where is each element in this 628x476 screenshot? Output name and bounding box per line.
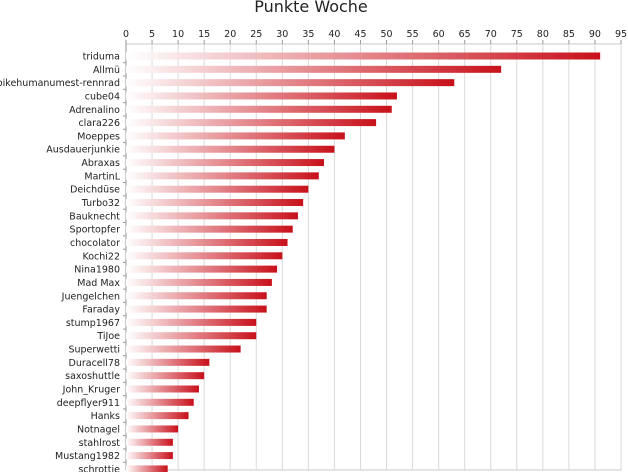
x-tick-label: 10 — [172, 29, 184, 40]
bar — [126, 452, 173, 460]
category-label: TiJoe — [96, 331, 120, 342]
category-label: Turbo32 — [81, 198, 120, 209]
x-tick-label: 35 — [302, 29, 314, 40]
category-label: Abraxas — [81, 158, 120, 169]
x-tick-label: 95 — [615, 29, 627, 40]
bar — [126, 412, 189, 420]
category-label: Nina1980 — [74, 265, 120, 276]
bar — [126, 119, 377, 127]
bar — [126, 145, 335, 153]
bar — [126, 212, 298, 220]
bar — [126, 358, 210, 366]
category-label: Moeppes — [77, 131, 120, 142]
bar — [126, 292, 267, 300]
category-label: Sportopfer — [70, 225, 121, 236]
category-label: Bauknecht — [69, 211, 120, 222]
category-label: Hanks — [91, 411, 120, 422]
bar — [126, 278, 272, 286]
category-label: saxoshuttle — [65, 371, 120, 382]
category-label: triduma — [83, 52, 120, 63]
bar — [126, 159, 324, 167]
bar — [126, 372, 205, 380]
x-tick-label: 30 — [276, 29, 288, 40]
category-label: schrottie — [78, 464, 120, 472]
bar — [126, 305, 267, 313]
bar — [126, 265, 278, 273]
category-label: bikehumanumest-rennrad — [0, 78, 120, 89]
bar — [126, 318, 257, 326]
bar — [126, 238, 288, 246]
x-tick-label: 45 — [354, 29, 366, 40]
bar — [126, 385, 199, 393]
category-label: Notnagel — [77, 424, 120, 435]
category-label: Allmü — [93, 65, 120, 76]
category-label: Superwetti — [68, 345, 120, 356]
bar — [126, 92, 397, 100]
x-tick-label: 80 — [537, 29, 549, 40]
chart-title: Punkte Woche — [254, 0, 368, 16]
category-label: Duracell78 — [69, 358, 121, 369]
bar — [126, 185, 309, 193]
x-tick-label: 25 — [250, 29, 262, 40]
x-tick-label: 0 — [123, 29, 129, 40]
category-label: MartinL — [84, 171, 120, 182]
bar — [126, 52, 601, 60]
x-tick-label: 50 — [380, 29, 392, 40]
bar — [126, 438, 173, 446]
x-tick-label: 60 — [433, 29, 445, 40]
bar — [126, 65, 502, 73]
bar — [126, 225, 293, 233]
x-tick-label: 65 — [459, 29, 471, 40]
x-tick-label: 40 — [328, 29, 340, 40]
bar — [126, 465, 168, 473]
category-label: stump1967 — [66, 318, 120, 329]
category-label: Kochi22 — [82, 251, 120, 262]
x-tick-label: 90 — [589, 29, 601, 40]
category-label: Adrenalino — [69, 105, 120, 116]
x-tick-label: 55 — [407, 29, 419, 40]
category-label: Faraday — [82, 305, 120, 316]
category-label: chocolator — [70, 238, 120, 249]
category-label: Ausdauerjunkie — [46, 145, 120, 156]
bar — [126, 398, 194, 406]
x-axis-ticks: 0 5 10 15 20 25 30 35 40 45 50 55 60 65 70 75 80 85 90 95 — [123, 29, 627, 44]
category-label: cube04 — [85, 91, 120, 102]
bar — [126, 172, 319, 180]
x-tick-label: 85 — [563, 29, 575, 40]
category-labels: triduma Allmü bikehumanumest-rennrad cube04… — [0, 52, 121, 476]
bar — [126, 345, 241, 353]
bar — [126, 252, 283, 260]
category-label: clara226 — [78, 118, 120, 129]
x-tick-label: 20 — [224, 29, 236, 40]
bar — [126, 79, 455, 87]
category-label: Deichdüse — [70, 185, 120, 196]
bar — [126, 199, 304, 207]
category-label: John_Kruger — [62, 385, 120, 396]
bar — [126, 332, 257, 340]
bar — [126, 132, 345, 140]
x-tick-label: 15 — [198, 29, 210, 40]
category-label: Mustang1982 — [55, 451, 120, 462]
x-tick-label: 75 — [511, 29, 523, 40]
bar — [126, 425, 179, 433]
category-label: Juengelchen — [61, 291, 120, 302]
x-tick-label: 70 — [485, 29, 497, 40]
bar — [126, 105, 392, 113]
category-label: Mad Max — [77, 278, 120, 289]
x-tick-label: 5 — [149, 29, 155, 40]
bars — [126, 52, 601, 473]
category-label: stahlrost — [79, 438, 121, 449]
category-label: deepflyer911 — [57, 398, 120, 409]
